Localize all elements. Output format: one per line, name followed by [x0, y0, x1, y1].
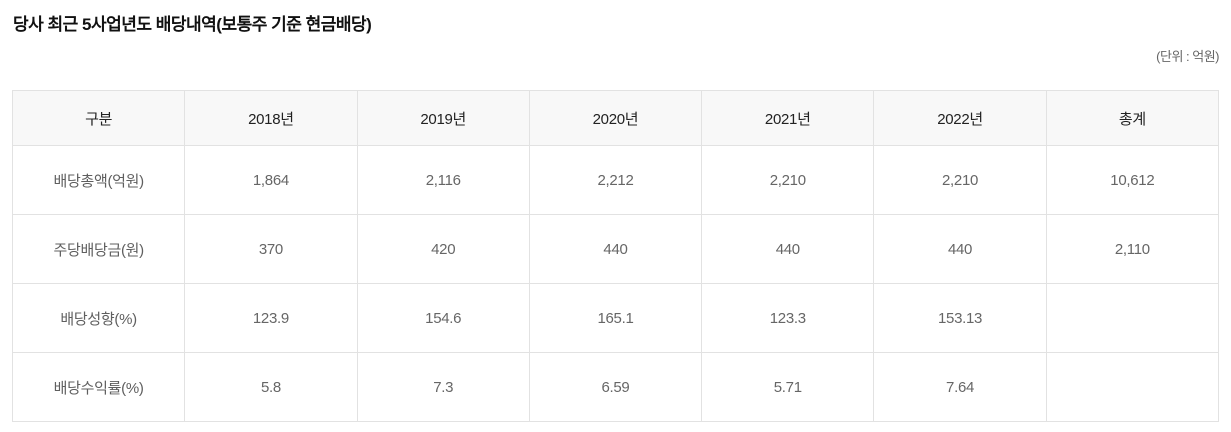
- table-cell: [1045, 283, 1220, 353]
- table-cell: 420: [356, 214, 530, 284]
- table-cell: 165.1: [528, 283, 703, 353]
- unit-label: (단위 : 억원): [1156, 49, 1219, 64]
- table-cell: 2,110: [1045, 214, 1220, 284]
- table-cell: 10,612: [1045, 145, 1220, 215]
- column-header-2022: 2022년: [873, 90, 1047, 146]
- table-cell: 123.9: [184, 283, 358, 353]
- row-label-dividend-yield: 배당수익률(%): [11, 352, 186, 422]
- table-cell: 440: [701, 214, 875, 284]
- table-cell: 2,210: [873, 145, 1047, 215]
- table-cell: 2,210: [701, 145, 875, 215]
- table-header-row: 구분 2018년 2019년 2020년 2021년 2022년 총계: [11, 90, 1220, 146]
- table-cell: 5.8: [184, 352, 358, 422]
- table-cell: 7.3: [356, 352, 530, 422]
- table-cell: 440: [873, 214, 1047, 284]
- table-cell: 5.71: [701, 352, 875, 422]
- table-cell: 154.6: [356, 283, 530, 353]
- column-header-2020: 2020년: [528, 90, 703, 146]
- table-body: 배당총액(억원) 1,864 2,116 2,212 2,210 2,210 1…: [11, 145, 1220, 422]
- table-row-dividend-total: 배당총액(억원) 1,864 2,116 2,212 2,210 2,210 1…: [11, 145, 1220, 215]
- table-cell: 370: [184, 214, 358, 284]
- table-row-dividend-yield: 배당수익률(%) 5.8 7.3 6.59 5.71 7.64: [11, 352, 1220, 422]
- table-head: 구분 2018년 2019년 2020년 2021년 2022년 총계: [11, 90, 1220, 146]
- table-cell: 440: [528, 214, 703, 284]
- table-cell: 2,212: [528, 145, 703, 215]
- column-header-2021: 2021년: [701, 90, 875, 146]
- table-cell: 1,864: [184, 145, 358, 215]
- row-label-dividend-total: 배당총액(억원): [11, 145, 186, 215]
- column-header-total: 총계: [1045, 90, 1220, 146]
- page-title: 당사 최근 5사업년도 배당내역(보통주 기준 현금배당): [13, 15, 372, 34]
- table-row-payout-ratio: 배당성향(%) 123.9 154.6 165.1 123.3 153.13: [11, 283, 1220, 353]
- table-cell: 6.59: [528, 352, 703, 422]
- table-cell: 153.13: [873, 283, 1047, 353]
- row-label-payout-ratio: 배당성향(%): [11, 283, 186, 353]
- column-header-2018: 2018년: [184, 90, 358, 146]
- table-row-dividend-per-share: 주당배당금(원) 370 420 440 440 440 2,110: [11, 214, 1220, 284]
- table-cell: 7.64: [873, 352, 1047, 422]
- table-cell: 2,116: [356, 145, 530, 215]
- row-label-dividend-per-share: 주당배당금(원): [11, 214, 186, 284]
- column-header-2019: 2019년: [356, 90, 530, 146]
- table-cell: [1045, 352, 1220, 422]
- dividend-table: 구분 2018년 2019년 2020년 2021년 2022년 총계 배당총액…: [11, 90, 1220, 422]
- column-header-category: 구분: [11, 90, 186, 146]
- table-cell: 123.3: [701, 283, 875, 353]
